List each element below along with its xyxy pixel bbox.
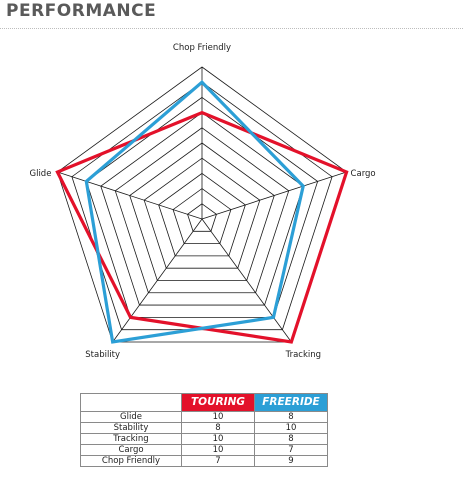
grid-ring — [114, 127, 290, 294]
grid-ring — [143, 157, 261, 269]
table-header-blank — [80, 393, 182, 412]
touring-value: 8 — [181, 422, 255, 434]
row-label: Cargo — [80, 444, 182, 456]
row-label: Stability — [80, 422, 182, 434]
row-label: Tracking — [80, 433, 182, 445]
axis-label: Cargo — [351, 169, 376, 179]
axis-label: Tracking — [285, 350, 321, 360]
row-label: Glide — [80, 411, 182, 423]
freeride-value: 8 — [254, 411, 328, 423]
table-row: Chop Friendly 7 9 — [80, 455, 328, 467]
performance-table: TOURING FREERIDE Glide 10 8 Stability 8 … — [80, 393, 328, 467]
grid-ring — [187, 203, 217, 232]
row-label: Chop Friendly — [80, 455, 182, 467]
touring-value: 10 — [181, 444, 255, 456]
title-divider — [0, 28, 463, 29]
freeride-value: 7 — [254, 444, 328, 456]
grid-ring — [56, 66, 348, 343]
series-freeride-polygon — [84, 80, 305, 344]
grid-spoke — [57, 171, 203, 220]
touring-value: 7 — [181, 455, 255, 467]
axis-label: Stability — [85, 350, 120, 360]
table-row: Cargo 10 7 — [80, 444, 328, 456]
radar-chart: Chop Friendly Cargo Tracking Stability Glide — [30, 43, 376, 360]
grid-ring — [100, 112, 304, 306]
series-touring-polygon — [55, 110, 349, 344]
grid-ring — [129, 142, 275, 281]
freeride-value: 10 — [254, 422, 328, 434]
freeride-value: 8 — [254, 433, 328, 445]
freeride-value: 9 — [254, 455, 328, 467]
table-row: Tracking 10 8 — [80, 433, 328, 445]
table-row: Glide 10 8 — [80, 411, 328, 423]
table-header-freeride: FREERIDE — [254, 393, 328, 412]
grid-ring — [172, 188, 232, 244]
axis-label: Glide — [30, 169, 52, 179]
radar-series — [55, 80, 349, 344]
axis-label: Chop Friendly — [173, 43, 231, 53]
grid-spoke — [201, 218, 292, 343]
grid-spoke — [201, 171, 347, 220]
grid-ring — [85, 96, 319, 318]
radar-grid — [56, 66, 348, 343]
grid-spoke — [112, 218, 203, 343]
table-header-row: TOURING FREERIDE — [80, 393, 328, 412]
touring-value: 10 — [181, 411, 255, 423]
radar-axis-labels: Chop Friendly Cargo Tracking Stability Glide — [30, 43, 376, 360]
touring-value: 10 — [181, 433, 255, 445]
section-title: PERFORMANCE — [6, 1, 157, 21]
grid-ring — [158, 172, 246, 257]
table-row: Stability 8 10 — [80, 422, 328, 434]
table-header-touring: TOURING — [181, 393, 255, 412]
